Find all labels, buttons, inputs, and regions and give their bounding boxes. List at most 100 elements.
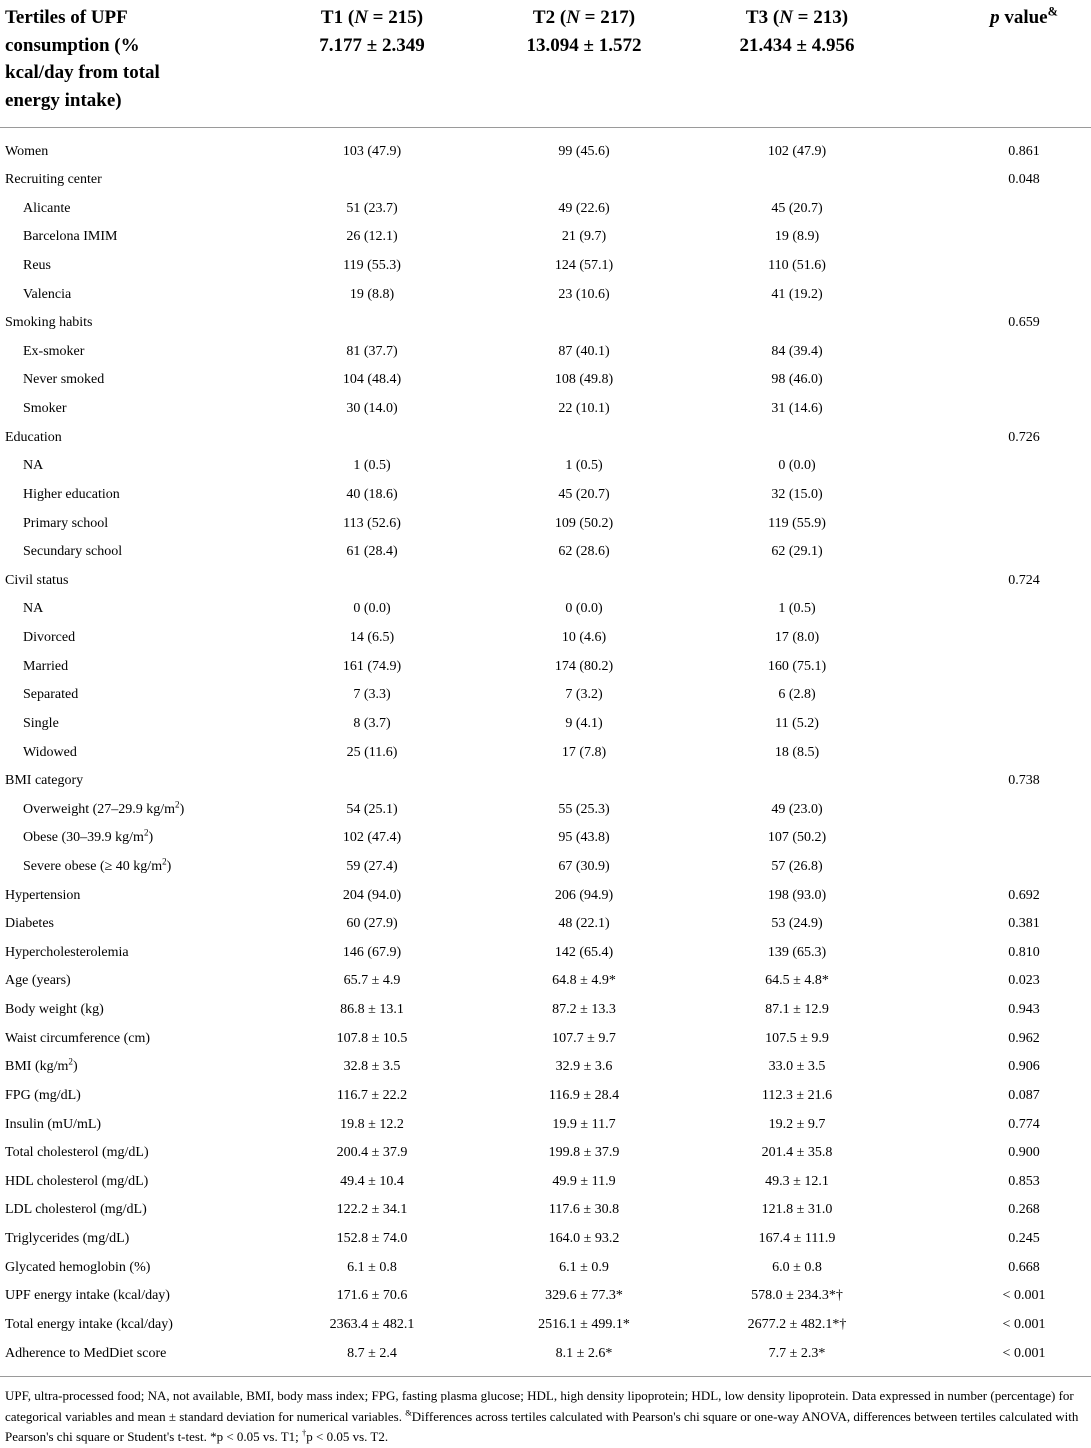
row-label: Primary school — [23, 515, 109, 531]
t1-value: 204 (94.0) — [342, 887, 402, 903]
table-row: Secundary school 61 (28.4) 62 (28.6) 62 (29… — [0, 538, 1091, 567]
t1-value: 103 (47.9) — [342, 143, 402, 159]
row-label: Hypercholesterolemia — [5, 944, 129, 960]
t2-value: 49 (22.6) — [558, 200, 610, 216]
t3-value: 31 (14.6) — [771, 401, 823, 417]
header-t3-label: T3 — [745, 7, 769, 28]
table-row: NA 0 (0.0) 0 (0.0) 1 (0.5) — [0, 595, 1091, 624]
t1-value: 146 (67.9) — [342, 944, 402, 960]
row-label: Recruiting center — [5, 172, 102, 188]
row-label: Obese (30–39.9 kg/m2) — [23, 827, 154, 846]
row-label: Total cholesterol (mg/dL) — [5, 1145, 149, 1161]
table-row: Severe obese (≥ 40 kg/m2) 59 (27.4) 67 (30… — [0, 853, 1091, 882]
row-label: NA — [23, 601, 44, 617]
table-row: Widowed 25 (11.6) 17 (7.8) 18 (8.5) — [0, 739, 1091, 768]
t1-value: 0 (0.0) — [353, 601, 391, 617]
row-label: FPG (mg/dL) — [5, 1087, 81, 1103]
t2-value: 6.1 ± 0.9 — [559, 1259, 609, 1275]
row-label: BMI category — [5, 773, 84, 789]
table-row: Smoker 30 (14.0) 22 (10.1) 31 (14.6) — [0, 395, 1091, 424]
t1-value: 102 (47.4) — [342, 830, 402, 846]
t3-value: 84 (39.4) — [771, 343, 823, 359]
t2-value: 117.6 ± 30.8 — [548, 1202, 620, 1218]
t1-value: 51 (23.7) — [346, 200, 398, 216]
row-label: Waist circumference (cm) — [5, 1030, 151, 1046]
table-row: Obese (30–39.9 kg/m2) 102 (47.4) 95 (43.8)… — [0, 824, 1091, 853]
table-row: Recruiting center 0.048 — [0, 166, 1091, 195]
t3-value: 201.4 ± 35.8 — [761, 1145, 833, 1161]
t2-value: 55 (25.3) — [558, 801, 610, 817]
table-row: Age (years) 65.7 ± 4.9 64.8 ± 4.9* 64.5 ± 4… — [0, 967, 1091, 996]
row-label: Education — [5, 429, 62, 445]
header-t2-n: (N = 217) — [559, 7, 636, 28]
t2-value: 116.9 ± 28.4 — [548, 1087, 620, 1103]
row-label: Barcelona IMIM — [23, 229, 118, 245]
t1-value: 19 (8.8) — [349, 286, 395, 302]
table-row: Reus 119 (55.3) 124 (57.1) 110 (51.6) — [0, 252, 1091, 281]
t1-value: 7 (3.3) — [353, 687, 391, 703]
table-row: Overweight (27–29.9 kg/m2) 54 (25.1) 55 (2… — [0, 796, 1091, 825]
row-label: Triglycerides (mg/dL) — [5, 1231, 130, 1247]
t2-value: 174 (80.2) — [554, 658, 614, 674]
t3-value: 110 (51.6) — [768, 257, 826, 273]
t3-value: 19.2 ± 9.7 — [768, 1116, 826, 1132]
t3-value: 57 (26.8) — [771, 859, 823, 874]
row-label: LDL cholesterol (mg/dL) — [5, 1202, 147, 1218]
table-row: Triglycerides (mg/dL) 152.8 ± 74.0 164.0 ±… — [0, 1225, 1091, 1254]
table-row: Single 8 (3.7) 9 (4.1) 11 (5.2) — [0, 710, 1091, 739]
t2-value: 48 (22.1) — [558, 916, 610, 932]
row-label: Body weight (kg) — [5, 1002, 104, 1018]
t1-value: 122.2 ± 34.1 — [336, 1202, 408, 1218]
t3-value: 64.5 ± 4.8* — [765, 973, 829, 989]
t2-value: 8.1 ± 2.6* — [555, 1345, 613, 1361]
p-value: 0.810 — [1008, 944, 1040, 960]
t3-value: 160 (75.1) — [767, 658, 827, 674]
bottom-rule — [0, 1376, 1091, 1377]
t2-value: 87.2 ± 13.3 — [552, 1002, 616, 1018]
t1-value: 30 (14.0) — [346, 401, 398, 417]
table-row: Adherence to MedDiet score 8.7 ± 2.4 8.1 ±… — [0, 1340, 1091, 1369]
t2-value: 9 (4.1) — [565, 715, 603, 731]
t1-value: 61 (28.4) — [346, 544, 398, 560]
p-value: 0.900 — [1008, 1145, 1040, 1161]
header-t3: T3 (N = 213) 21.434 ± 4.956 — [677, 4, 917, 59]
p-value: < 0.001 — [1002, 1316, 1046, 1332]
table-row: BMI category 0.738 — [0, 767, 1091, 796]
p-value: 0.659 — [1008, 315, 1040, 331]
t2-value: 17 (7.8) — [561, 744, 607, 760]
row-label: Valencia — [23, 286, 72, 302]
row-label: Married — [23, 658, 69, 674]
row-label: Ex-smoker — [23, 343, 85, 359]
t2-value: 87 (40.1) — [558, 343, 610, 359]
header-rule — [0, 127, 1091, 128]
table-row: Higher education 40 (18.6) 45 (20.7) 32 (15… — [0, 481, 1091, 510]
t1-value: 65.7 ± 4.9 — [343, 973, 401, 989]
table-row: Separated 7 (3.3) 7 (3.2) 6 (2.8) — [0, 681, 1091, 710]
row-label: BMI (kg/m2) — [5, 1056, 78, 1075]
t2-value: 107.7 ± 9.7 — [552, 1030, 616, 1046]
t1-value: 171.6 ± 70.6 — [336, 1288, 408, 1304]
row-label: Higher education — [23, 486, 120, 502]
row-label: Smoking habits — [5, 315, 93, 331]
table-row: Valencia 19 (8.8) 23 (10.6) 41 (19.2) — [0, 281, 1091, 310]
t3-value: 121.8 ± 31.0 — [761, 1202, 833, 1218]
row-label: Severe obese (≥ 40 kg/m2) — [23, 856, 172, 874]
t1-value: 59 (27.4) — [346, 859, 398, 874]
p-value: < 0.001 — [1002, 1345, 1046, 1361]
p-value: 0.738 — [1008, 773, 1040, 789]
t1-value: 49.4 ± 10.4 — [340, 1173, 404, 1189]
table-row: Married 161 (74.9) 174 (80.2) 160 (75.1) — [0, 653, 1091, 682]
table-row: Glycated hemoglobin (%) 6.1 ± 0.8 6.1 ± 0.… — [0, 1254, 1091, 1283]
t3-value: 18 (8.5) — [774, 744, 820, 760]
row-label: Smoker — [23, 401, 67, 417]
table-row: NA 1 (0.5) 1 (0.5) 0 (0.0) — [0, 452, 1091, 481]
t3-value: 19 (8.9) — [774, 229, 820, 245]
header-t3-mean: 21.434 ± 4.956 — [739, 34, 855, 56]
t1-value: 14 (6.5) — [349, 630, 395, 646]
t1-value: 26 (12.1) — [346, 229, 398, 245]
row-label: Total energy intake (kcal/day) — [5, 1316, 173, 1332]
table-row: HDL cholesterol (mg/dL) 49.4 ± 10.4 49.9 ±… — [0, 1168, 1091, 1197]
t1-value: 19.8 ± 12.2 — [340, 1116, 404, 1132]
t2-value: 124 (57.1) — [554, 257, 614, 273]
table-row: Waist circumference (cm) 107.8 ± 10.5 107.… — [0, 1025, 1091, 1054]
